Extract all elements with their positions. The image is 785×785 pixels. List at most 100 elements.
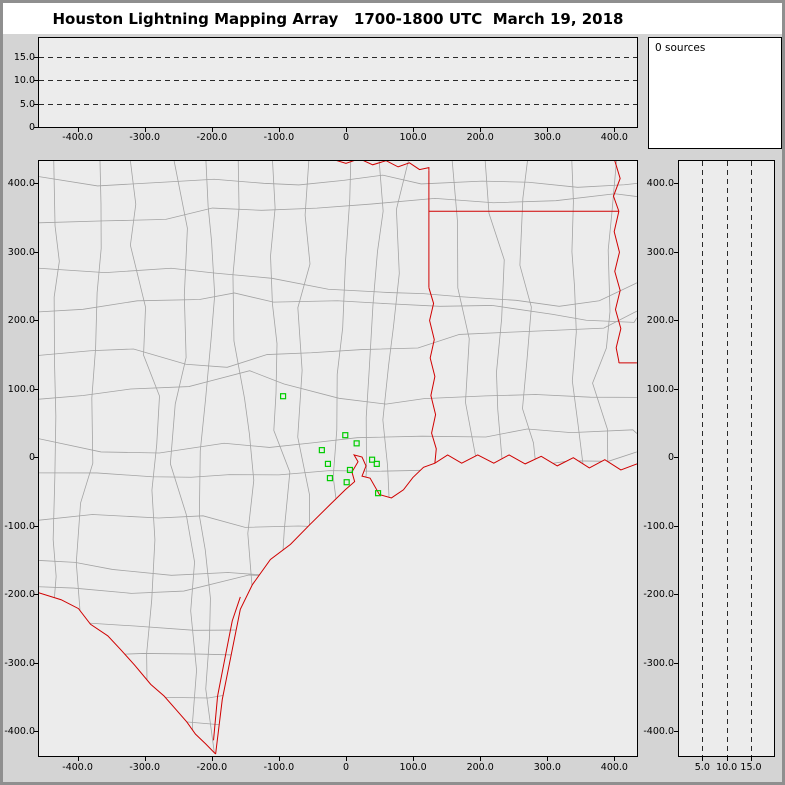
- axis-tick: [674, 183, 678, 184]
- dashed-gridline: [39, 80, 637, 81]
- tick-label: 200.0: [466, 762, 494, 773]
- axis-tick: [726, 757, 728, 761]
- lma-station-marker: [342, 432, 349, 439]
- sabine-river: [428, 287, 437, 464]
- axis-tick: [34, 457, 38, 458]
- tick-label: 0: [28, 122, 35, 133]
- tick-label: 100.0: [646, 383, 674, 395]
- dashed-gridline: [39, 104, 637, 105]
- dashed-gridline: [751, 161, 752, 756]
- axis-tick: [614, 757, 616, 761]
- mississippi-river: [612, 161, 622, 363]
- axis-tick: [674, 662, 678, 664]
- tick-label: 200.0: [466, 132, 494, 143]
- tick-label: 15.0: [13, 51, 35, 63]
- tick-label: -100.0: [4, 520, 35, 532]
- tick-label: -200.0: [643, 589, 674, 600]
- tick-label: -300.0: [129, 762, 160, 773]
- lma-station-marker: [326, 475, 334, 482]
- title-bar: [3, 3, 782, 34]
- tick-label: -100.0: [643, 520, 674, 532]
- axis-tick: [674, 731, 678, 732]
- axis-tick: [278, 128, 280, 132]
- tick-label: 200.0: [646, 315, 674, 326]
- tick-label: -200.0: [196, 762, 228, 773]
- lma-station-marker: [318, 447, 325, 454]
- axis-tick: [346, 128, 347, 132]
- tick-label: -300.0: [643, 657, 674, 669]
- tick-label: -200.0: [196, 132, 228, 143]
- tick-label: 5.0: [19, 98, 35, 110]
- axis-tick: [751, 757, 752, 761]
- altitude-ns-panel: [678, 160, 775, 757]
- lma-stations: [279, 393, 382, 497]
- tick-label: 0: [342, 762, 350, 773]
- axis-tick: [674, 388, 678, 390]
- axis-tick: [34, 594, 38, 595]
- map-canvas: [39, 161, 637, 755]
- axis-tick: [34, 388, 38, 390]
- lma-station-marker: [353, 440, 360, 447]
- axis-tick: [674, 251, 678, 253]
- axis-tick: [413, 128, 415, 132]
- dashed-gridline: [39, 57, 637, 58]
- axis-tick: [34, 80, 38, 82]
- tick-label: -300.0: [4, 657, 35, 669]
- axis-tick: [413, 757, 415, 761]
- axis-tick: [278, 757, 280, 761]
- lagoon: [213, 596, 241, 741]
- tick-label: 0: [28, 452, 35, 463]
- tick-label: 300.0: [533, 132, 561, 143]
- axis-tick: [674, 457, 678, 458]
- axis-tick: [34, 127, 38, 128]
- axis-tick: [144, 757, 146, 761]
- axis-tick: [702, 757, 704, 761]
- tick-label: 200.0: [7, 315, 35, 326]
- red-river: [336, 161, 430, 171]
- lma-station-marker: [374, 490, 382, 497]
- lma-station-marker: [346, 466, 354, 474]
- tick-label: -100.0: [263, 132, 295, 143]
- axis-tick: [34, 525, 38, 527]
- axis-tick: [614, 128, 616, 132]
- altitude-ew-panel: [38, 37, 638, 128]
- lma-station-marker: [343, 479, 350, 486]
- axis-tick: [674, 594, 678, 595]
- tick-label: 10.0: [716, 762, 738, 773]
- tick-label: 100.0: [7, 383, 35, 395]
- tick-label: -300.0: [129, 132, 160, 143]
- tick-label: -200.0: [4, 589, 35, 600]
- tick-label: 5.0: [694, 762, 710, 773]
- tick-label: 400.0: [646, 178, 674, 189]
- county-boundaries: [39, 161, 637, 755]
- coastline: [215, 454, 637, 755]
- tick-label: 400.0: [600, 762, 628, 773]
- sources-panel: 0 sources: [648, 37, 782, 149]
- tick-label: 10.0: [13, 75, 35, 87]
- tick-label: 300.0: [646, 246, 674, 258]
- sources-count-label: 0 sources: [655, 42, 706, 54]
- plan-view-map-panel: [38, 160, 638, 757]
- axis-tick: [77, 757, 79, 761]
- state-borders: [39, 161, 637, 755]
- axis-tick: [77, 128, 79, 132]
- axis-tick: [34, 251, 38, 253]
- dashed-gridline: [702, 161, 704, 756]
- axis-tick: [34, 103, 38, 105]
- axis-tick: [480, 757, 482, 761]
- axis-tick: [674, 320, 678, 321]
- tick-label: 15.0: [740, 762, 762, 773]
- axis-tick: [211, 757, 213, 761]
- axis-tick: [346, 757, 347, 761]
- tick-label: -400.0: [62, 132, 93, 143]
- axis-tick: [34, 56, 38, 58]
- tick-label: 400.0: [600, 132, 628, 143]
- tick-label: -400.0: [62, 762, 93, 773]
- rio-grande: [39, 592, 216, 755]
- tick-label: 400.0: [7, 178, 35, 189]
- axis-tick: [547, 757, 549, 761]
- lma-station-marker: [324, 460, 332, 467]
- axis-tick: [211, 128, 213, 132]
- lma-station-marker: [373, 460, 380, 467]
